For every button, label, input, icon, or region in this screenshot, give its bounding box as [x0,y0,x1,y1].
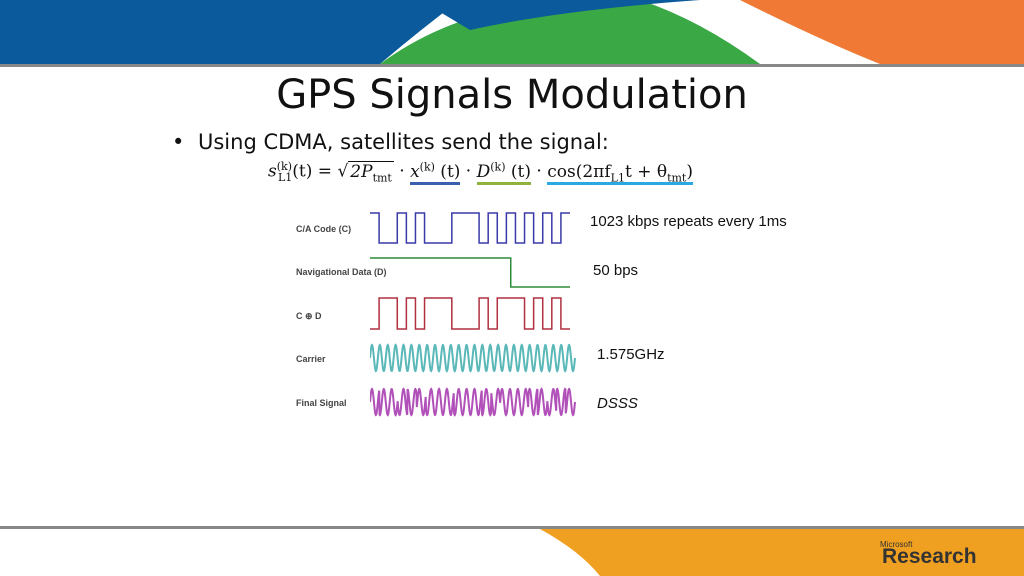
bullet-icon: • [172,130,185,154]
bullet-label: Using CDMA, satellites send the signal: [198,130,609,154]
annotation-ca-code: 1023 kbps repeats every 1ms [590,213,787,230]
formula-sqrt: 2Ptmt [348,160,394,185]
annotation-final-signal: DSSS [597,395,638,412]
formula-lhs-arg: (t) = [292,161,338,182]
slide-title: GPS Signals Modulation [276,72,748,118]
formula-code-term: x(k) (t) [410,160,461,185]
sqrt-icon: √ [337,161,349,182]
label-ca-code: C/A Code (C) [296,224,352,234]
formula-lhs: s [268,161,277,182]
annotation-nav-data: 50 bps [593,262,639,279]
bullet-text: • Using CDMA, satellites send the signal: [172,130,609,154]
signal-formula: s(k)L1(t) = √ 2Ptmt · x(k) (t) · D(k) (t)… [268,160,693,185]
formula-lhs-sub: L1 [277,171,293,185]
formula-data-term: D(k) (t) [476,160,532,185]
waveform-ca-code [370,212,570,244]
label-nav-data: Navigational Data (D) [296,267,387,277]
label-xor: C ⊕ D [296,311,322,321]
top-banner [0,0,1024,70]
waveform-xor [370,297,570,330]
waveform-nav-data [370,257,570,288]
waveform-diagram [370,212,576,417]
waveform-carrier [370,343,576,373]
logo-microsoft: Microsoft [880,540,913,549]
bottom-banner [0,526,1024,576]
waveform-final-signal [370,387,576,417]
formula-carrier-term: cos(2πfL1t + θtmt) [547,161,693,185]
label-final-signal: Final Signal [296,398,347,408]
label-carrier: Carrier [296,354,326,364]
formula-lhs-sup: (k) [276,160,292,173]
annotation-carrier: 1.575GHz [597,346,665,363]
logo-research: Research [882,545,977,568]
